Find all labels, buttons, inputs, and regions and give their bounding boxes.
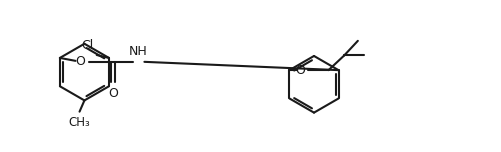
Text: NH: NH: [129, 45, 147, 58]
Text: Cl: Cl: [81, 39, 93, 52]
Text: O: O: [295, 64, 305, 77]
Text: O: O: [76, 55, 85, 68]
Text: CH₃: CH₃: [69, 116, 90, 129]
Text: O: O: [108, 87, 118, 100]
